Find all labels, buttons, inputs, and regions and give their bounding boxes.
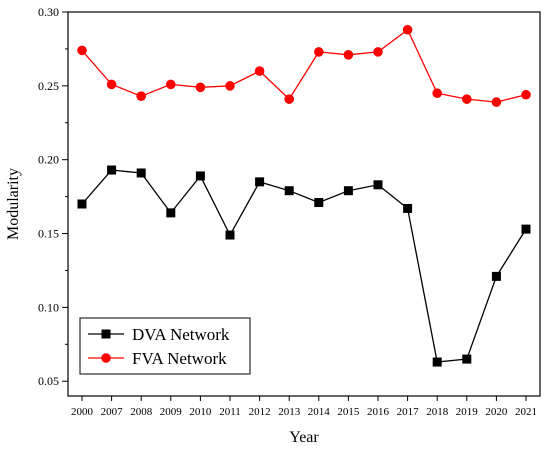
data-point bbox=[225, 230, 235, 240]
data-point bbox=[284, 94, 295, 104]
data-point bbox=[107, 165, 117, 175]
data-point bbox=[373, 180, 383, 190]
y-tick-label: 0.20 bbox=[38, 153, 59, 167]
x-tick-label: 2010 bbox=[189, 406, 212, 418]
data-point bbox=[106, 79, 117, 90]
data-point bbox=[403, 203, 413, 213]
series-layer bbox=[77, 24, 531, 367]
series-0 bbox=[77, 165, 531, 367]
y-tick-label: 0.30 bbox=[38, 5, 59, 19]
x-axis: 2000 2007 2008 2009 2010 2011 2012 2013 2014 2015… bbox=[71, 396, 537, 418]
y-axis: 0.05 0.10 0.15 0.20 0.25 0.30 bbox=[38, 5, 68, 388]
data-point bbox=[432, 88, 443, 99]
x-tick-label: 2020 bbox=[485, 406, 508, 418]
plot-frame bbox=[67, 11, 541, 397]
data-point bbox=[521, 224, 531, 234]
x-tick-label: 2008 bbox=[130, 406, 153, 418]
data-point bbox=[402, 24, 413, 35]
x-tick-label: 2021 bbox=[515, 406, 537, 418]
data-point bbox=[462, 354, 472, 364]
legend-dva-marker bbox=[101, 329, 111, 339]
data-point bbox=[373, 47, 383, 57]
data-point bbox=[521, 89, 531, 100]
data-point bbox=[432, 357, 442, 367]
y-tick-label: 0.10 bbox=[38, 300, 59, 314]
data-point bbox=[195, 82, 206, 93]
data-point bbox=[314, 198, 324, 208]
x-tick-label: 2014 bbox=[308, 406, 331, 418]
data-point bbox=[136, 168, 146, 178]
data-point bbox=[166, 208, 176, 218]
data-point bbox=[314, 47, 324, 57]
legend-fva-marker bbox=[101, 353, 111, 363]
data-point bbox=[462, 94, 472, 104]
x-tick-label: 2019 bbox=[456, 406, 479, 418]
series-line bbox=[81, 28, 527, 103]
x-axis-title: Year bbox=[289, 429, 319, 446]
x-tick-label: 2012 bbox=[249, 406, 271, 418]
series-1 bbox=[77, 24, 531, 107]
data-point bbox=[77, 45, 87, 56]
data-point bbox=[343, 50, 354, 60]
data-point bbox=[491, 97, 502, 107]
data-point bbox=[284, 186, 294, 196]
legend: DVA Network FVA Network bbox=[79, 317, 251, 375]
x-tick-label: 2015 bbox=[337, 406, 360, 418]
x-tick-label: 2016 bbox=[367, 406, 390, 418]
data-point bbox=[343, 186, 353, 196]
legend-fva-label: FVA Network bbox=[132, 349, 227, 368]
x-tick-label: 2017 bbox=[397, 406, 420, 418]
x-tick-label: 2000 bbox=[71, 406, 94, 418]
data-point bbox=[166, 79, 176, 90]
data-point bbox=[136, 91, 146, 101]
x-tick-label: 2007 bbox=[101, 406, 124, 418]
data-point bbox=[491, 271, 501, 281]
data-point bbox=[77, 199, 87, 209]
data-point bbox=[225, 81, 235, 91]
y-axis-title: Modularity bbox=[5, 168, 22, 240]
y-tick-label: 0.15 bbox=[38, 227, 59, 241]
data-point bbox=[195, 171, 205, 181]
x-tick-label: 2018 bbox=[426, 406, 449, 418]
data-point bbox=[254, 66, 265, 76]
x-tick-label: 2009 bbox=[160, 406, 183, 418]
y-tick-label: 0.05 bbox=[38, 374, 59, 388]
legend-dva-label: DVA Network bbox=[132, 325, 230, 344]
x-tick-label: 2013 bbox=[278, 406, 301, 418]
data-point bbox=[255, 177, 265, 187]
series-line bbox=[81, 169, 527, 363]
x-tick-label: 2011 bbox=[219, 406, 241, 418]
y-tick-label: 0.25 bbox=[38, 79, 59, 93]
legend-box bbox=[79, 317, 251, 375]
